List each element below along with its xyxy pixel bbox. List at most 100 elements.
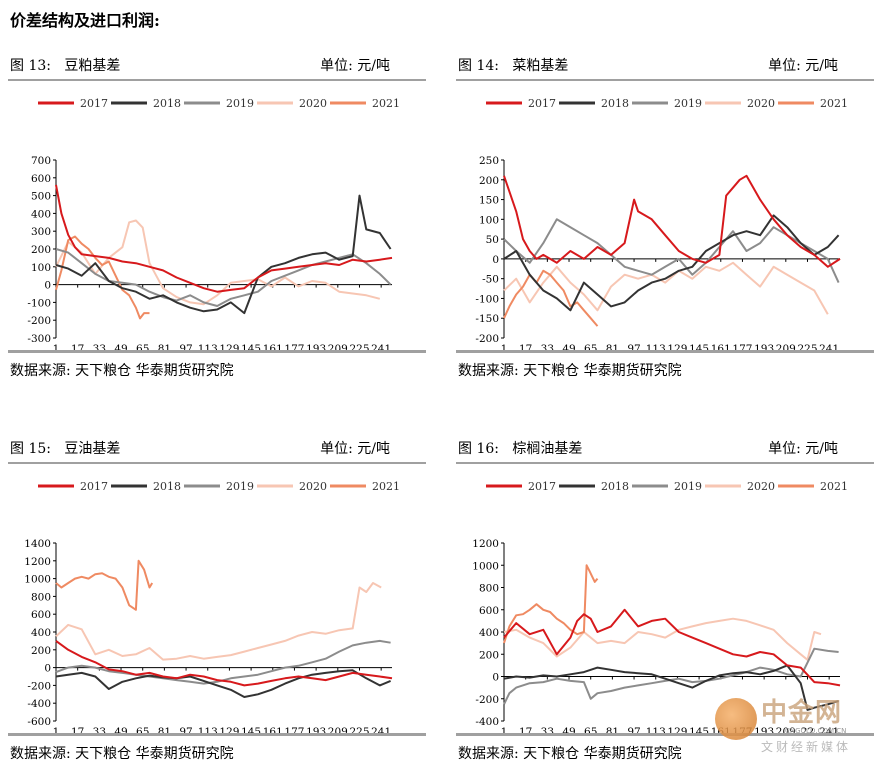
x-tick-label: 209 bbox=[328, 343, 348, 355]
chart-panel-soyoil: 图 15: 豆油基差 单位: 元/吨 2017 2018 2019 2020 2021 -… bbox=[8, 438, 428, 768]
divider-bottom bbox=[456, 733, 874, 736]
y-tick-label: 400 bbox=[31, 208, 51, 220]
chart-title-text: 豆粕基差 bbox=[64, 58, 121, 74]
y-tick-label: 700 bbox=[31, 155, 51, 167]
series-line-2020 bbox=[503, 617, 822, 661]
legend-item: 2018 bbox=[559, 97, 629, 110]
legend-label: 2017 bbox=[528, 97, 556, 110]
x-tick-label: 97 bbox=[179, 726, 192, 738]
x-tick-label: 17 bbox=[519, 343, 532, 355]
y-tick-label: -600 bbox=[27, 716, 51, 728]
series-line-2017 bbox=[55, 184, 393, 293]
chart-title-text: 豆油基差 bbox=[64, 441, 121, 457]
legend-label: 2017 bbox=[528, 480, 556, 493]
y-tick-label: -200 bbox=[27, 680, 51, 692]
chart-title: 图 15: 豆油基差 bbox=[10, 438, 120, 458]
legend-label: 2018 bbox=[153, 480, 181, 493]
legend-label: 2021 bbox=[820, 97, 848, 110]
chart-panel-rapemeal: 图 14: 菜粕基差 单位: 元/吨 2017 2018 2019 2020 2021 -… bbox=[456, 55, 876, 385]
x-tick-label: 65 bbox=[584, 726, 597, 738]
x-tick-label: 241 bbox=[371, 343, 391, 355]
legend-item: 2021 bbox=[778, 97, 848, 110]
series-line-2020 bbox=[55, 582, 382, 661]
series-line-2019 bbox=[503, 647, 839, 705]
source-note: 数据来源: 天下粮仓 华泰期货研究院 bbox=[10, 746, 234, 762]
x-tick-label: 129 bbox=[667, 343, 687, 355]
y-tick-label: -50 bbox=[482, 274, 499, 286]
x-tick-label: 193 bbox=[306, 726, 326, 738]
y-tick-label: -400 bbox=[27, 698, 51, 710]
y-tick-label: 200 bbox=[31, 244, 51, 256]
x-tick-label: 33 bbox=[93, 343, 106, 355]
series-line-2020 bbox=[55, 219, 381, 306]
legend-item: 2018 bbox=[559, 480, 629, 493]
y-tick-label: -150 bbox=[475, 313, 499, 325]
chart-soymeal: 2017 2018 2019 2020 2021 -300 -200 -100 0 100 200 3… bbox=[27, 97, 400, 355]
x-tick-label: 49 bbox=[562, 726, 575, 738]
y-tick-label: -200 bbox=[475, 333, 499, 345]
x-tick-label: 17 bbox=[71, 343, 84, 355]
series-line-2018 bbox=[503, 664, 839, 711]
series-line-2017 bbox=[55, 640, 393, 687]
series-line-2021 bbox=[55, 559, 154, 611]
y-tick-label: 400 bbox=[31, 627, 51, 639]
legend-label: 2018 bbox=[601, 480, 629, 493]
series-line-2017 bbox=[503, 174, 841, 268]
x-tick-label: 145 bbox=[241, 726, 261, 738]
legend-label: 2019 bbox=[674, 97, 702, 110]
y-tick-label: 1200 bbox=[472, 538, 499, 550]
legend-item: 2018 bbox=[111, 97, 181, 110]
legend-label: 2021 bbox=[372, 480, 400, 493]
x-tick-label: 145 bbox=[689, 726, 709, 738]
divider-bottom bbox=[8, 733, 426, 736]
legend-item: 2021 bbox=[330, 97, 400, 110]
x-tick-label: 209 bbox=[328, 726, 348, 738]
series-line-2021 bbox=[55, 235, 150, 320]
legend-label: 2020 bbox=[299, 480, 327, 493]
x-tick-label: 49 bbox=[114, 343, 127, 355]
y-tick-label: -300 bbox=[27, 333, 51, 345]
legend-label: 2020 bbox=[299, 97, 327, 110]
y-tick-label: 800 bbox=[479, 583, 499, 595]
y-tick-label: 1400 bbox=[24, 538, 51, 550]
series-line-2018 bbox=[55, 669, 391, 698]
legend-label: 2017 bbox=[80, 97, 108, 110]
section-heading: 价差结构及进口利润: bbox=[10, 11, 160, 30]
y-tick-label: 1000 bbox=[24, 574, 51, 586]
legend-item: 2017 bbox=[486, 480, 556, 493]
y-tick-label: 600 bbox=[31, 609, 51, 621]
unit-label: 单位: 元/吨 bbox=[768, 441, 838, 457]
legend-item: 2018 bbox=[111, 480, 181, 493]
x-tick-label: 225 bbox=[349, 343, 369, 355]
figure-label: 图 15: bbox=[10, 441, 51, 457]
legend-item: 2017 bbox=[486, 97, 556, 110]
x-tick-label: 49 bbox=[114, 726, 127, 738]
legend-item: 2020 bbox=[257, 480, 327, 493]
x-tick-label: 129 bbox=[667, 726, 687, 738]
legend-item: 2019 bbox=[632, 480, 702, 493]
chart-soyoil: 2017 2018 2019 2020 2021 -600 -400 -200 0 200 400 6… bbox=[24, 480, 400, 738]
y-tick-label: 100 bbox=[479, 214, 499, 226]
x-tick-label: 1 bbox=[501, 726, 508, 738]
series-line-2020 bbox=[503, 261, 829, 315]
legend-label: 2017 bbox=[80, 480, 108, 493]
x-tick-label: 225 bbox=[349, 726, 369, 738]
x-tick-label: 241 bbox=[819, 343, 839, 355]
x-tick-label: 225 bbox=[797, 343, 817, 355]
figure-label: 图 13: bbox=[10, 58, 51, 74]
chart-panel-soymeal: 图 13: 豆粕基差 单位: 元/吨 2017 2018 2019 2020 2021 -… bbox=[8, 55, 428, 385]
chart-title-text: 菜粕基差 bbox=[512, 58, 569, 74]
x-tick-label: 65 bbox=[584, 343, 597, 355]
source-note: 数据来源: 天下粮仓 华泰期货研究院 bbox=[458, 363, 682, 379]
x-tick-label: 145 bbox=[689, 343, 709, 355]
y-tick-label: 0 bbox=[44, 280, 51, 292]
watermark-sub: 文财经新媒体 bbox=[761, 740, 852, 754]
x-tick-label: 97 bbox=[179, 343, 192, 355]
source-note: 数据来源: 天下粮仓 华泰期货研究院 bbox=[10, 363, 234, 379]
source-note: 数据来源: 天下粮仓 华泰期货研究院 bbox=[458, 746, 682, 762]
x-tick-label: 33 bbox=[541, 343, 554, 355]
x-tick-label: 81 bbox=[606, 726, 619, 738]
legend-label: 2021 bbox=[820, 480, 848, 493]
y-tick-label: -200 bbox=[27, 315, 51, 327]
x-tick-label: 1 bbox=[501, 343, 508, 355]
